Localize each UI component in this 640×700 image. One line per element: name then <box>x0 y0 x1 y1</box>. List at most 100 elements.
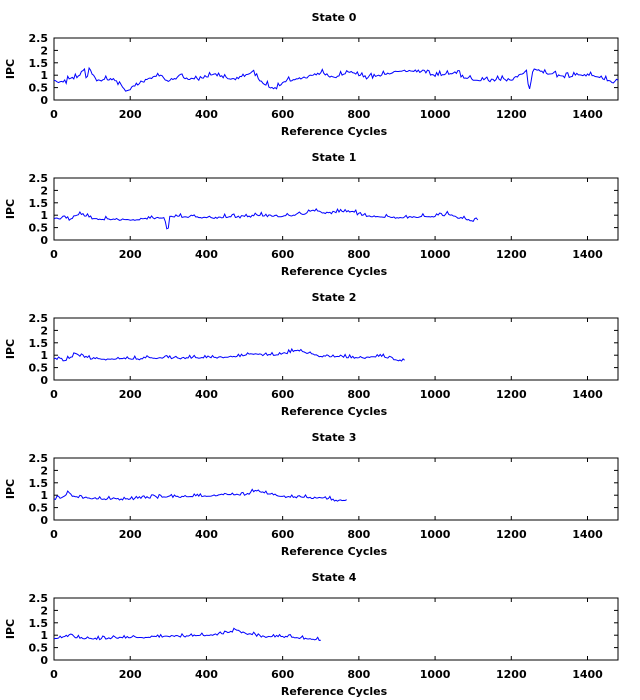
plot-frame <box>53 597 619 661</box>
y-tick-label: 0 <box>40 234 48 247</box>
chart-panel-3: State 3 00.511.522.5 0 200 400 600 800 1000 1200… <box>4 431 619 558</box>
y-tick-label: 2 <box>40 464 48 477</box>
x-tick-label: 1200 <box>496 388 527 401</box>
x-tick-label: 1400 <box>572 528 603 541</box>
x-tick-label: 400 <box>195 248 218 261</box>
x-tick-label: 1000 <box>420 108 451 121</box>
y-axis-label: IPC <box>4 619 17 639</box>
y-tick-label: 2 <box>40 44 48 57</box>
y-tick-label: 0.5 <box>29 362 49 375</box>
x-tick-label: 0 <box>50 108 58 121</box>
y-tick-label: 0 <box>40 514 48 527</box>
plot-frame <box>53 457 619 521</box>
ipc-series-line <box>53 66 619 92</box>
x-tick-label: 0 <box>50 248 58 261</box>
x-axis-label: Reference Cycles <box>281 545 388 558</box>
x-tick-label: 200 <box>119 668 142 681</box>
x-tick-label: 600 <box>271 668 294 681</box>
x-tick-label: 200 <box>119 248 142 261</box>
x-tick-label: 200 <box>119 108 142 121</box>
y-tick-label: 0 <box>40 654 48 667</box>
y-tick-label: 1 <box>40 629 48 642</box>
y-tick-label: 1 <box>40 489 48 502</box>
chart-panel-2: State 2 00.511.522.5 0 200 400 600 800 1000 1200… <box>4 291 619 418</box>
y-axis-label: IPC <box>4 59 17 79</box>
y-tick-label: 1.5 <box>29 197 49 210</box>
ipc-series-line <box>53 488 347 502</box>
x-axis-label: Reference Cycles <box>281 265 388 278</box>
x-tick-label: 600 <box>271 248 294 261</box>
chart-title: State 2 <box>312 291 357 304</box>
x-tick-label: 600 <box>271 108 294 121</box>
x-tick-label: 1400 <box>572 248 603 261</box>
x-tick-label: 200 <box>119 528 142 541</box>
x-tick-label: 1200 <box>496 528 527 541</box>
chart-title: State 0 <box>312 11 357 24</box>
x-tick-label: 600 <box>271 528 294 541</box>
chart-panel-1: State 1 00.511.522.5 0 200 400 600 800 1000 1200… <box>4 151 619 278</box>
chart-panel-0: State 0 00.511.522.5 0 200 400 600 800 1000 1200… <box>4 11 619 138</box>
chart-title: State 4 <box>312 571 357 584</box>
x-tick-label: 1200 <box>496 248 527 261</box>
y-tick-label: 0.5 <box>29 502 49 515</box>
y-tick-label: 0 <box>40 374 48 387</box>
y-tick-label: 1 <box>40 209 48 222</box>
x-tick-label: 800 <box>347 108 370 121</box>
y-tick-label: 1.5 <box>29 337 49 350</box>
x-tick-label: 1400 <box>572 108 603 121</box>
x-tick-label: 1200 <box>496 668 527 681</box>
x-tick-label: 600 <box>271 388 294 401</box>
x-axis-label: Reference Cycles <box>281 405 388 418</box>
y-tick-label: 2.5 <box>29 172 49 185</box>
y-tick-label: 0.5 <box>29 222 49 235</box>
y-tick-label: 0.5 <box>29 82 49 95</box>
y-tick-label: 2 <box>40 604 48 617</box>
plot-frame <box>53 317 619 381</box>
y-tick-label: 2.5 <box>29 592 49 605</box>
plot-frame <box>53 37 619 101</box>
x-axis-label: Reference Cycles <box>281 685 388 698</box>
y-tick-label: 2.5 <box>29 452 49 465</box>
y-tick-label: 2.5 <box>29 32 49 45</box>
y-tick-label: 2 <box>40 184 48 197</box>
y-axis-label: IPC <box>4 479 17 499</box>
y-tick-label: 0 <box>40 94 48 107</box>
x-tick-label: 1400 <box>572 388 603 401</box>
x-tick-label: 0 <box>50 388 58 401</box>
x-tick-label: 1000 <box>420 668 451 681</box>
x-tick-label: 800 <box>347 388 370 401</box>
y-axis-label: IPC <box>4 199 17 219</box>
x-tick-label: 800 <box>347 248 370 261</box>
x-tick-label: 1000 <box>420 248 451 261</box>
plot-frame <box>53 177 619 241</box>
x-tick-label: 800 <box>347 528 370 541</box>
x-tick-label: 0 <box>50 528 58 541</box>
x-tick-label: 400 <box>195 108 218 121</box>
y-tick-label: 2 <box>40 324 48 337</box>
y-tick-label: 1.5 <box>29 617 49 630</box>
y-tick-label: 1.5 <box>29 57 49 70</box>
y-tick-label: 1 <box>40 69 48 82</box>
y-tick-label: 2.5 <box>29 312 49 325</box>
x-tick-label: 800 <box>347 668 370 681</box>
x-tick-label: 1000 <box>420 388 451 401</box>
x-tick-label: 400 <box>195 668 218 681</box>
chart-panel-4: State 4 00.511.522.5 0 200 400 600 800 1000 1200… <box>4 571 619 698</box>
ipc-series-line <box>53 627 321 641</box>
y-tick-label: 1 <box>40 349 48 362</box>
x-axis-label: Reference Cycles <box>281 125 388 138</box>
ipc-series-line <box>53 347 405 362</box>
x-tick-label: 0 <box>50 668 58 681</box>
y-tick-label: 1.5 <box>29 477 49 490</box>
y-tick-label: 0.5 <box>29 642 49 655</box>
y-axis-label: IPC <box>4 339 17 359</box>
x-tick-label: 200 <box>119 388 142 401</box>
x-tick-label: 1000 <box>420 528 451 541</box>
x-tick-label: 1400 <box>572 668 603 681</box>
x-tick-label: 400 <box>195 528 218 541</box>
chart-title: State 3 <box>312 431 357 444</box>
chart-title: State 1 <box>312 151 357 164</box>
x-tick-label: 1200 <box>496 108 527 121</box>
x-tick-label: 400 <box>195 388 218 401</box>
